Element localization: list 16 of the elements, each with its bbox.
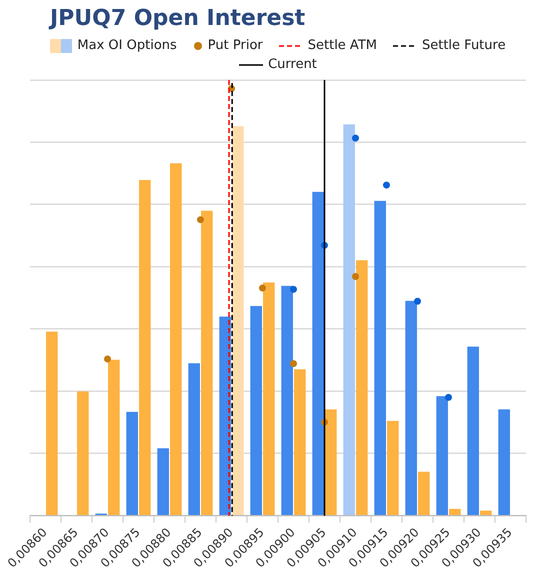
point [414,298,421,305]
point [383,182,390,189]
point [104,355,111,362]
legend-label: Max OI Options [77,38,177,53]
legend-label: Settle Future [422,38,506,53]
legend-label: Settle ATM [308,38,377,53]
point [197,216,204,224]
point [290,360,297,368]
point [290,286,297,293]
legend-label: Put Prior [208,38,263,53]
chart-title: JPUQ7 Open Interest [48,5,306,33]
point [352,134,359,142]
point [445,394,452,401]
point [259,284,266,292]
point [352,273,359,280]
legend-label: Current [268,57,317,72]
